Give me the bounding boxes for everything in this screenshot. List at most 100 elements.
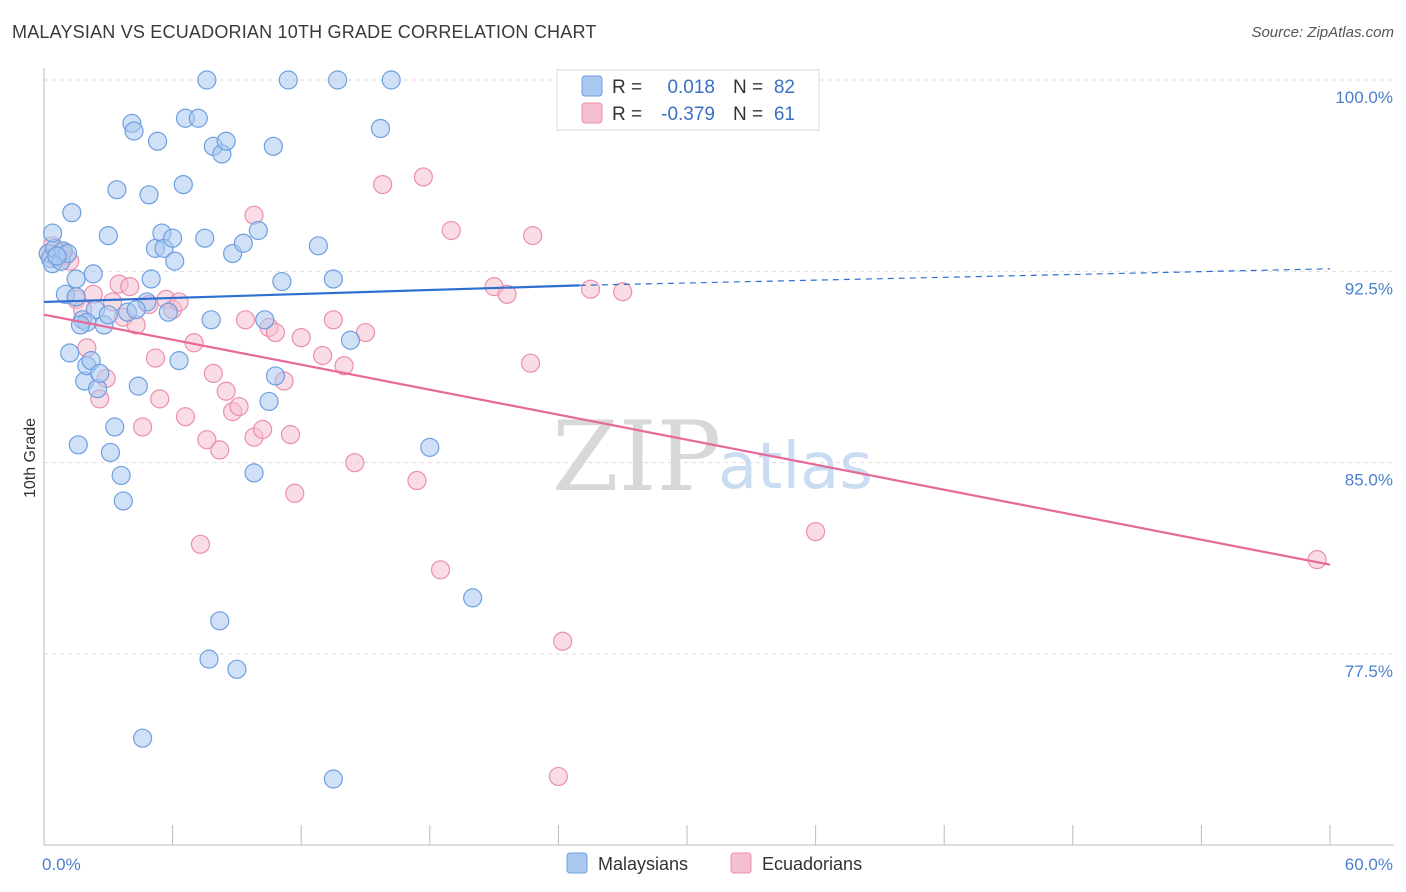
legend: Malaysians Ecuadorians (566, 852, 862, 874)
malaysian-point (158, 302, 178, 322)
malaysian-point (100, 442, 121, 463)
ecuadorian-point (229, 396, 249, 417)
stats-malaysian-n-value: 82 (774, 77, 795, 98)
ecuadorian-point (197, 430, 217, 450)
watermark-atlas: atlas (718, 430, 873, 504)
malaysian-point (244, 463, 264, 483)
stats-ecuadorian-r-value: -0.379 (661, 104, 715, 125)
x-tick-label-max: 60.0% (1345, 855, 1393, 874)
malaysian-point (147, 131, 168, 151)
malaysian-point (308, 236, 328, 256)
malaysian-point (188, 108, 208, 128)
y-tick-label: 85.0% (1345, 471, 1393, 490)
y-tick-label: 77.5% (1345, 662, 1393, 681)
legend-malaysians-swatch (566, 852, 588, 874)
stats-malaysian-r-value: 0.018 (667, 77, 715, 98)
stats-box: R = 0.018 N = 82 R = -0.379 N = 61 (556, 69, 820, 131)
malaysian-point (70, 315, 91, 335)
malaysian-point (259, 391, 279, 412)
ecuadorian-point (345, 453, 365, 473)
malaysian-point (370, 118, 391, 139)
ecuadorian-point (265, 322, 286, 343)
ecuadorian-point (323, 310, 343, 330)
ecuadorian-point (175, 407, 196, 427)
malaysian-point (323, 269, 343, 289)
chart-title: MALAYSIAN VS ECUADORIAN 10TH GRADE CORRE… (12, 22, 597, 42)
legend-ecuadorians-swatch (730, 852, 752, 874)
ecuadorian-point (150, 389, 170, 409)
malaysian-points (38, 70, 596, 789)
malaysian-point (132, 728, 153, 748)
stats-malaysian-swatch (581, 75, 603, 97)
ecuadorian-point (430, 560, 451, 580)
stats-malaysian-r-label: R = (612, 77, 642, 98)
malaysian-point (62, 203, 82, 223)
ecuadorian-point (334, 356, 354, 376)
malaysian-point (60, 343, 80, 363)
axes-layer (43, 68, 1394, 846)
x-tick-label-min: 0.0% (42, 855, 81, 874)
tick-labels: 100.0% 92.5% 85.0% 77.5% 0.0% 60.0% (42, 88, 1393, 874)
ecuadorian-point (216, 381, 236, 401)
malaysian-point (340, 330, 361, 350)
malaysian-point (201, 310, 221, 330)
grid-layer (44, 79, 1394, 655)
ecuadorian-point (1307, 550, 1327, 570)
malaysian-point (216, 131, 236, 151)
ecuadorian-point (497, 284, 517, 304)
malaysian-point (111, 465, 131, 486)
malaysian-point (255, 310, 275, 330)
ecuadorian-point (313, 345, 333, 366)
malaysian-point (83, 264, 103, 284)
malaysian-point (66, 269, 86, 289)
malaysian-point (381, 70, 401, 90)
malaysian-point (195, 228, 215, 248)
malaysian-point (126, 300, 146, 320)
malaysian-point (68, 435, 88, 455)
malaysian-point (128, 376, 148, 396)
malaysian-point (328, 70, 348, 90)
ecuadorian-point (441, 220, 461, 241)
malaysian-point (163, 228, 183, 248)
ecuadorian-point (210, 440, 230, 460)
malaysian-point (113, 491, 133, 511)
malaysian-point (47, 246, 67, 266)
malaysian-point (141, 269, 161, 289)
stats-ecuadorian-n-value: 61 (774, 104, 795, 125)
ecuadorian-point (235, 310, 256, 330)
malaysian-point (265, 366, 286, 386)
watermark: ZIP atlas (552, 401, 873, 513)
source-label: Source: ZipAtlas.com (1251, 24, 1394, 41)
malaysian-point (248, 220, 268, 241)
stats-ecuadorian-n-label: N = (733, 104, 763, 125)
trend-lines (43, 268, 1331, 566)
ecuadorian-point (373, 174, 393, 195)
malaysian-point (124, 121, 144, 141)
malaysian-point (42, 223, 63, 243)
y-axis-label: 10th Grade (22, 418, 39, 498)
ecuadorian-point (190, 534, 211, 554)
malaysian-point (107, 180, 127, 200)
y-tick-label: 100.0% (1335, 88, 1393, 107)
malaysian-point (139, 185, 159, 205)
y-tick-label: 92.5% (1345, 279, 1393, 298)
ecuadorian-point (520, 353, 541, 373)
stats-malaysian-n-label: N = (733, 77, 763, 98)
ecuadorian-trend-line (43, 313, 1331, 566)
malaysian-point (98, 226, 118, 246)
ecuadorian-point (553, 631, 573, 651)
ecuadorian-point (523, 226, 543, 246)
malaysian-point (169, 351, 189, 371)
malaysian-point (463, 588, 483, 608)
malaysian-point (66, 287, 86, 307)
ecuadorian-point (291, 328, 311, 348)
malaysian-point (263, 136, 283, 156)
malaysian-point (272, 271, 292, 292)
ecuadorian-point (548, 766, 569, 787)
ecuadorian-point (580, 279, 601, 299)
malaysian-point (227, 659, 247, 679)
ecuadorian-point (805, 521, 826, 542)
ecuadorian-point (120, 277, 140, 297)
ecuadorian-point (253, 419, 273, 440)
